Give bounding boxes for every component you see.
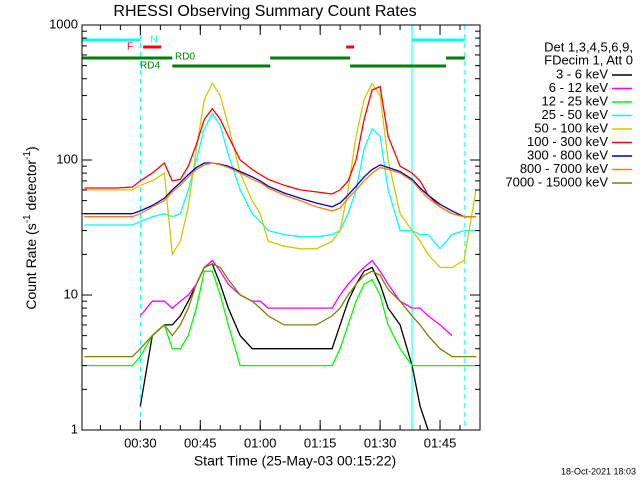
legend-label: 25 - 50 keV — [542, 107, 609, 122]
y-label-part: Count Rate (s — [23, 223, 39, 309]
legend-label: 7000 - 15000 keV — [505, 174, 608, 189]
x-tick-label: 01:30 — [364, 435, 397, 450]
legend-label: 300 - 800 keV — [527, 147, 608, 162]
legend-label: 12 - 25 keV — [542, 93, 609, 108]
legend-header: FDecim 1, Att 0 — [544, 52, 633, 67]
legend-label: 100 - 300 keV — [527, 134, 608, 149]
legend-label: 50 - 100 keV — [534, 120, 608, 135]
series-line — [84, 270, 476, 367]
flag-label: RD4 — [140, 61, 160, 72]
y-tick-label: 100 — [56, 151, 78, 166]
series-line — [139, 263, 429, 431]
x-tick-label: 01:15 — [304, 435, 337, 450]
y-tick-label: 10 — [64, 286, 78, 301]
flag-label: F — [127, 42, 133, 53]
x-tick-label: 01:00 — [244, 435, 277, 450]
flag-label: N — [150, 35, 157, 46]
series-line — [84, 263, 476, 358]
series-line — [84, 85, 476, 218]
legend-label: 3 - 6 keV — [556, 66, 608, 81]
x-tick-label: 00:30 — [124, 435, 157, 450]
chart-title: RHESSI Observing Summary Count Rates — [113, 3, 416, 20]
y-label-sup: -1 — [22, 151, 33, 160]
series-line — [84, 112, 476, 250]
x-axis-label: Start Time (25-May-03 00:15:22) — [194, 453, 396, 469]
y-label-sup: -1 — [22, 214, 33, 223]
x-tick-label: 00:45 — [184, 435, 217, 450]
y-label-part: detector — [23, 160, 39, 215]
legend-label: 800 - 7000 keV — [520, 161, 609, 176]
series-line — [84, 162, 476, 218]
footer: 18-Oct-2021 18:03 — [561, 466, 636, 476]
plot-frame — [81, 24, 481, 431]
y-tick-label: 1000 — [49, 16, 78, 31]
y-axis-label: Count Rate (s-1 detector-1) — [22, 146, 39, 309]
y-tick-label: 1 — [71, 421, 78, 436]
series-line — [84, 162, 476, 218]
series-line — [84, 81, 477, 269]
legend-label: 6 - 12 keV — [549, 80, 609, 95]
y-label-part: ) — [23, 146, 39, 151]
flag-label: RD0 — [175, 52, 195, 63]
x-tick-label: 01:45 — [424, 435, 457, 450]
legend-header: Det 1,3,4,5,6,9, — [544, 39, 633, 54]
